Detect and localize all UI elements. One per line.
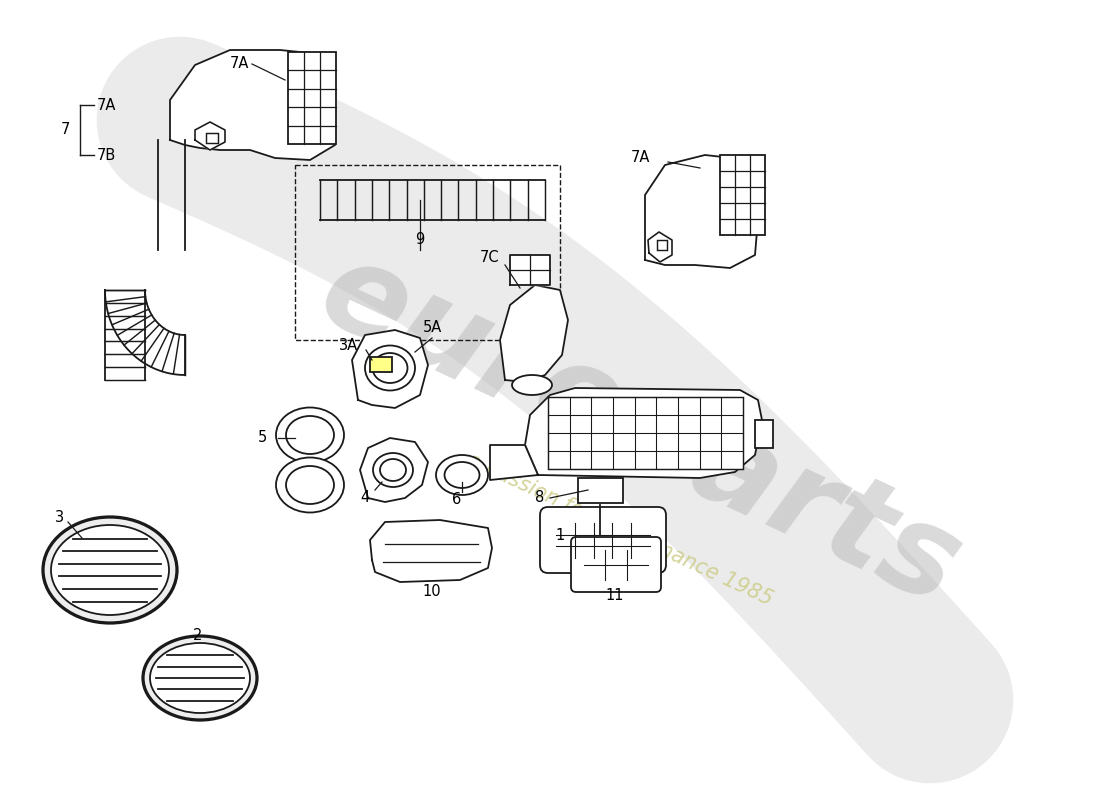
Bar [657,240,667,250]
Polygon shape [195,122,226,150]
Text: 4: 4 [361,490,370,506]
Text: 10: 10 [422,585,441,599]
Text: 11: 11 [606,587,625,602]
Ellipse shape [373,453,412,487]
Text: 5A: 5A [422,321,441,335]
Text: 7C: 7C [481,250,499,266]
Text: europarts: europarts [301,229,979,631]
Ellipse shape [276,458,344,513]
Ellipse shape [436,455,488,495]
Bar [720,155,764,235]
Text: 2: 2 [194,627,202,642]
Text: 7A: 7A [97,98,117,113]
Polygon shape [645,155,760,268]
Polygon shape [352,330,428,408]
Text: 7B: 7B [97,147,117,162]
Ellipse shape [43,517,177,623]
Text: 3: 3 [55,510,65,526]
Ellipse shape [512,375,552,395]
Bar [548,397,742,469]
Polygon shape [490,445,538,480]
Text: 5: 5 [257,430,266,446]
Ellipse shape [51,525,169,615]
Ellipse shape [365,346,415,390]
Text: 7A: 7A [630,150,650,166]
Polygon shape [525,388,762,478]
Bar [755,420,773,448]
Text: 6: 6 [452,493,462,507]
Text: 7A: 7A [230,57,250,71]
Bar [578,478,623,503]
Ellipse shape [143,636,257,720]
FancyBboxPatch shape [540,507,666,573]
Text: 9: 9 [416,233,425,247]
Polygon shape [370,520,492,582]
Polygon shape [170,50,336,160]
Text: 7: 7 [60,122,69,138]
Bar [295,165,560,340]
Ellipse shape [150,643,250,713]
Ellipse shape [276,407,344,462]
Polygon shape [500,285,568,382]
Text: 3A: 3A [339,338,358,353]
Polygon shape [510,255,550,285]
Text: 8: 8 [536,490,544,506]
Text: a passion for performance 1985: a passion for performance 1985 [464,450,776,610]
Text: 1: 1 [556,527,564,542]
Polygon shape [648,232,672,262]
Polygon shape [360,438,428,502]
FancyBboxPatch shape [571,537,661,592]
Bar [288,52,336,144]
Bar [206,133,218,143]
Bar [370,357,392,372]
